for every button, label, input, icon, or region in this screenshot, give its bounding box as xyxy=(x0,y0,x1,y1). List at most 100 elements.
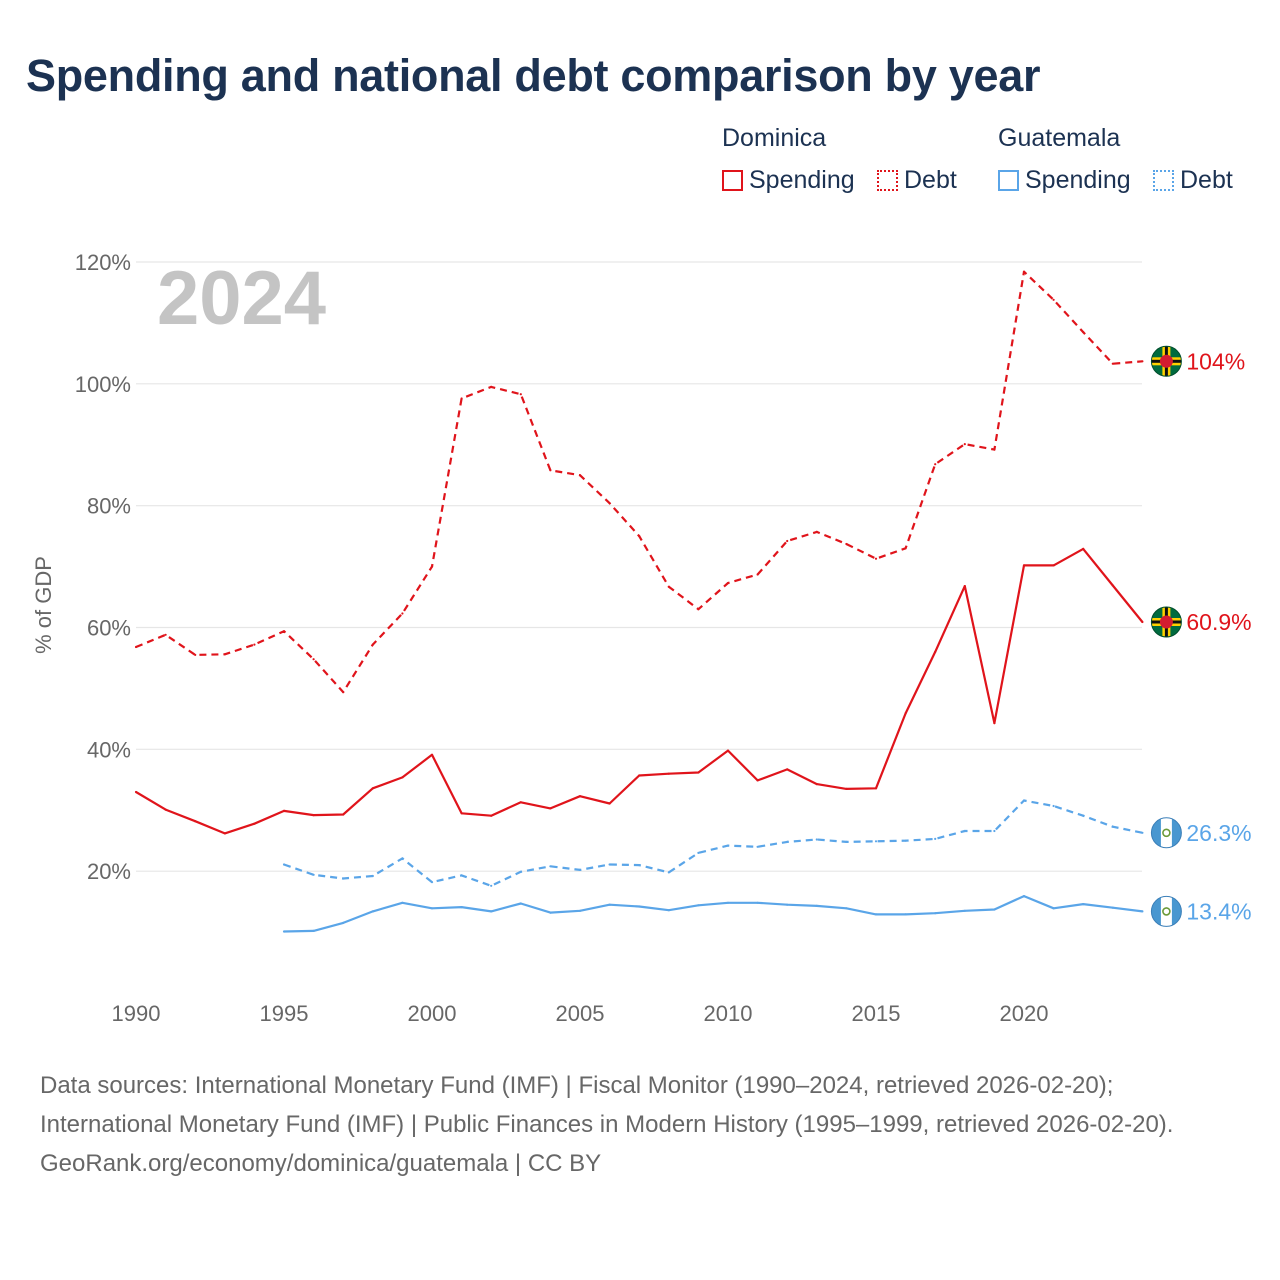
x-tick-label: 2000 xyxy=(408,1001,457,1026)
end-value-label: 13.4% xyxy=(1186,898,1251,924)
data-point xyxy=(1141,831,1144,834)
data-point xyxy=(1111,584,1114,587)
data-point xyxy=(549,865,552,868)
end-value-label: 104% xyxy=(1186,348,1245,374)
data-point xyxy=(845,542,848,546)
legend-guatemala-spending[interactable]: Spending xyxy=(998,166,1131,195)
data-point xyxy=(460,906,463,909)
data-point xyxy=(549,807,552,810)
legend-swatch-dominica-debt xyxy=(877,170,898,191)
x-tick-label: 2015 xyxy=(852,1001,901,1026)
legend-dominica-spending[interactable]: Spending xyxy=(722,166,855,195)
legend-guatemala: Guatemala Spending Debt xyxy=(998,124,1258,204)
series-line-guatemala-debt xyxy=(283,799,1143,887)
data-point xyxy=(1022,270,1026,273)
legend-label-guatemala-debt: Debt xyxy=(1180,166,1233,194)
x-tick-label: 1990 xyxy=(112,1001,161,1026)
end-value-label: 26.3% xyxy=(1186,820,1251,846)
legend-swatch-dominica-spending xyxy=(722,170,743,191)
data-point xyxy=(756,779,759,782)
data-point xyxy=(608,863,611,866)
data-point xyxy=(934,837,937,841)
legend-country-dominica: Dominica xyxy=(722,124,827,152)
data-point xyxy=(549,469,552,472)
data-point xyxy=(519,902,522,905)
dominica-flag-icon xyxy=(1150,606,1182,638)
data-point xyxy=(194,653,197,657)
data-point xyxy=(963,585,966,588)
data-point xyxy=(1111,906,1114,909)
data-point xyxy=(1052,298,1055,301)
data-point xyxy=(312,929,315,933)
data-point xyxy=(1022,564,1026,567)
data-point xyxy=(874,913,878,916)
data-point xyxy=(282,809,286,813)
data-point xyxy=(312,658,315,661)
data-point xyxy=(519,801,522,804)
data-point xyxy=(697,771,700,774)
data-point xyxy=(401,901,404,904)
data-point xyxy=(993,448,996,451)
data-point xyxy=(164,633,167,636)
series-line-guatemala-spending xyxy=(283,894,1143,933)
y-axis-label: % of GDP xyxy=(31,556,56,654)
data-point xyxy=(815,530,818,534)
data-point xyxy=(608,802,611,805)
data-point xyxy=(312,814,315,817)
data-point xyxy=(490,385,493,388)
data-point xyxy=(312,873,315,876)
x-tick-label: 1995 xyxy=(260,1001,309,1026)
data-point xyxy=(726,901,730,904)
end-markers: 104% 60.9% 26.3% 13.4% xyxy=(1150,345,1252,927)
x-tick-label: 2020 xyxy=(1000,1001,1049,1026)
data-point xyxy=(1022,799,1026,802)
y-axis-ticks: 20% 40% 60% 80% 100% 120% xyxy=(75,250,131,884)
data-point xyxy=(490,814,493,817)
y-tick-label: 120% xyxy=(75,250,131,275)
year-watermark: 2024 xyxy=(157,256,326,341)
y-tick-label: 20% xyxy=(87,859,131,884)
data-point xyxy=(342,921,345,925)
data-point xyxy=(401,857,404,860)
data-point xyxy=(697,904,700,907)
data-point xyxy=(1082,331,1085,334)
data-point xyxy=(134,790,138,794)
data-point xyxy=(667,772,670,775)
data-point xyxy=(993,722,996,725)
data-point xyxy=(638,535,641,538)
dominica-flag-icon xyxy=(1150,345,1182,377)
series-line-dominica-spending xyxy=(135,547,1144,835)
data-point xyxy=(815,783,818,786)
data-point xyxy=(578,474,582,477)
data-point xyxy=(904,913,907,916)
data-point xyxy=(1052,564,1055,567)
data-point xyxy=(490,910,493,913)
data-point xyxy=(904,839,907,842)
footer-sources: Data sources: International Monetary Fun… xyxy=(40,1072,1174,1138)
legend-swatch-guatemala-debt xyxy=(1153,170,1174,191)
legend-guatemala-debt[interactable]: Debt xyxy=(1153,166,1233,195)
data-point xyxy=(1141,360,1144,363)
data-point xyxy=(845,787,848,791)
data-point xyxy=(1022,895,1026,898)
data-point xyxy=(164,808,167,811)
data-point xyxy=(756,901,759,904)
x-tick-label: 2005 xyxy=(556,1001,605,1026)
data-point xyxy=(282,630,286,633)
data-point xyxy=(342,813,345,816)
data-point xyxy=(578,795,582,798)
legend-swatch-guatemala-spending xyxy=(998,170,1019,191)
data-point xyxy=(697,608,700,611)
legend-label-guatemala-spending: Spending xyxy=(1025,166,1131,194)
y-tick-label: 100% xyxy=(75,372,131,397)
data-point xyxy=(756,573,759,576)
data-point xyxy=(342,691,345,694)
data-point xyxy=(430,753,434,756)
data-point xyxy=(963,443,966,446)
data-point xyxy=(756,845,759,848)
data-point xyxy=(786,768,789,771)
data-point xyxy=(134,645,138,649)
legend-dominica-debt[interactable]: Debt xyxy=(877,166,957,195)
data-point xyxy=(460,397,463,400)
data-point xyxy=(430,881,434,884)
